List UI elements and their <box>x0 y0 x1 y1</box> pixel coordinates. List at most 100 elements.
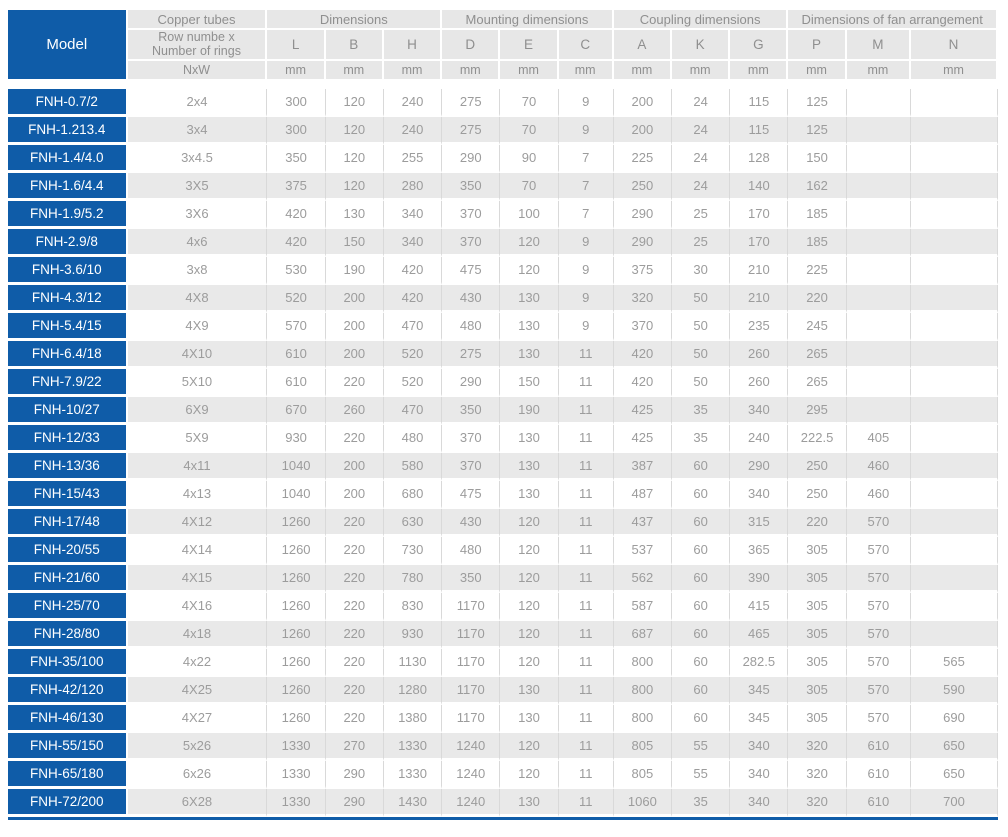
value-cell: 650 <box>911 732 998 761</box>
value-cell: 425 <box>613 424 672 453</box>
value-cell: 420 <box>267 228 326 257</box>
value-cell: 520 <box>267 284 326 313</box>
value-cell: 11 <box>558 788 614 817</box>
nxw-cell: 3X6 <box>127 200 268 229</box>
value-cell <box>846 312 912 341</box>
value-cell: 1240 <box>442 760 501 789</box>
table-row: FNH-1.6/4.4 3X5 375 120 280 350 70 7 250 24 140 162 <box>8 172 998 201</box>
value-cell: 90 <box>500 144 559 173</box>
group-header-cell: Dimensions of fan arrangement <box>788 10 998 30</box>
value-cell: 220 <box>788 284 847 313</box>
unit-cell: mm <box>613 60 672 81</box>
value-cell: 610 <box>846 732 912 761</box>
value-cell: 1260 <box>267 676 326 705</box>
nxw-cell: 5x26 <box>127 732 268 761</box>
value-cell: 365 <box>730 536 789 565</box>
column-letter-cell: G <box>730 30 789 61</box>
value-cell: 930 <box>383 620 443 649</box>
value-cell: 340 <box>730 480 789 509</box>
value-cell: 587 <box>613 592 672 621</box>
value-cell <box>911 396 998 425</box>
value-cell: 55 <box>672 732 731 761</box>
value-cell <box>911 564 998 593</box>
value-cell: 11 <box>558 536 614 565</box>
value-cell <box>911 116 998 145</box>
model-cell: FNH-20/55 <box>8 536 128 565</box>
value-cell <box>846 284 912 313</box>
value-cell: 220 <box>788 508 847 537</box>
nxw-cell: 4X14 <box>127 536 268 565</box>
spec-table-frame: Model Copper tubes Dimensions Mounting dime… <box>8 10 998 820</box>
column-letter-cell: P <box>788 30 847 61</box>
value-cell: 800 <box>613 648 672 677</box>
table-row: FNH-5.4/15 4X9 570 200 470 480 130 9 370 50 235 245 <box>8 312 998 341</box>
unit-cell: mm <box>846 60 912 81</box>
value-cell: 245 <box>788 312 847 341</box>
nxw-cell: 3X5 <box>127 172 268 201</box>
value-cell: 565 <box>911 648 998 677</box>
value-cell <box>911 508 998 537</box>
column-letter-cell: M <box>846 30 912 61</box>
value-cell: 11 <box>558 732 614 761</box>
value-cell: 1330 <box>267 760 326 789</box>
column-letter-cell: H <box>383 30 443 61</box>
value-cell: 240 <box>730 424 789 453</box>
value-cell: 11 <box>558 676 614 705</box>
value-cell: 370 <box>442 424 501 453</box>
value-cell: 580 <box>383 452 443 481</box>
value-cell: 405 <box>846 424 912 453</box>
value-cell: 300 <box>267 88 326 117</box>
value-cell: 220 <box>325 508 384 537</box>
table-row: FNH-55/150 5x26 1330 270 1330 1240 120 11 805 55 3… <box>8 732 998 761</box>
value-cell: 130 <box>500 480 559 509</box>
value-cell <box>911 452 998 481</box>
model-cell: FNH-7.9/22 <box>8 368 128 397</box>
value-cell: 55 <box>672 760 731 789</box>
value-cell: 60 <box>672 592 731 621</box>
value-cell: 340 <box>730 732 789 761</box>
value-cell: 340 <box>730 788 789 817</box>
column-letter-cell: N <box>911 30 998 61</box>
value-cell <box>911 592 998 621</box>
value-cell: 250 <box>613 172 672 201</box>
value-cell: 210 <box>730 284 789 313</box>
value-cell: 315 <box>730 508 789 537</box>
value-cell: 1260 <box>267 648 326 677</box>
value-cell: 60 <box>672 452 731 481</box>
value-cell: 270 <box>325 732 384 761</box>
row-label-line1: Row numbe x <box>158 30 235 44</box>
value-cell: 11 <box>558 396 614 425</box>
nxw-cell: 4x18 <box>127 620 268 649</box>
nxw-cell: 3x8 <box>127 256 268 285</box>
value-cell: 200 <box>325 340 384 369</box>
value-cell: 340 <box>383 228 443 257</box>
value-cell: 1170 <box>442 620 501 649</box>
value-cell: 425 <box>613 396 672 425</box>
value-cell: 290 <box>442 144 501 173</box>
value-cell <box>911 368 998 397</box>
value-cell: 465 <box>730 620 789 649</box>
nxw-cell: 6X28 <box>127 788 268 817</box>
value-cell: 295 <box>788 396 847 425</box>
header-body-gap-row <box>8 80 998 89</box>
value-cell: 115 <box>730 88 789 117</box>
table-row: FNH-7.9/22 5X10 610 220 520 290 150 11 420 50 260 2… <box>8 368 998 397</box>
nxw-unit-cell: NxW <box>127 60 268 81</box>
value-cell: 130 <box>500 312 559 341</box>
value-cell: 460 <box>846 480 912 509</box>
value-cell: 265 <box>788 340 847 369</box>
value-cell: 70 <box>500 172 559 201</box>
value-cell: 520 <box>383 340 443 369</box>
value-cell: 9 <box>558 228 614 257</box>
value-cell: 305 <box>788 620 847 649</box>
nxw-cell: 5X9 <box>127 424 268 453</box>
header-group-row: Model Copper tubes Dimensions Mounting dime… <box>8 10 998 81</box>
value-cell: 1280 <box>383 676 443 705</box>
value-cell: 60 <box>672 508 731 537</box>
value-cell: 120 <box>500 592 559 621</box>
value-cell: 150 <box>500 368 559 397</box>
value-cell: 24 <box>672 172 731 201</box>
value-cell: 25 <box>672 228 731 257</box>
value-cell: 930 <box>267 424 326 453</box>
model-cell: FNH-12/33 <box>8 424 128 453</box>
